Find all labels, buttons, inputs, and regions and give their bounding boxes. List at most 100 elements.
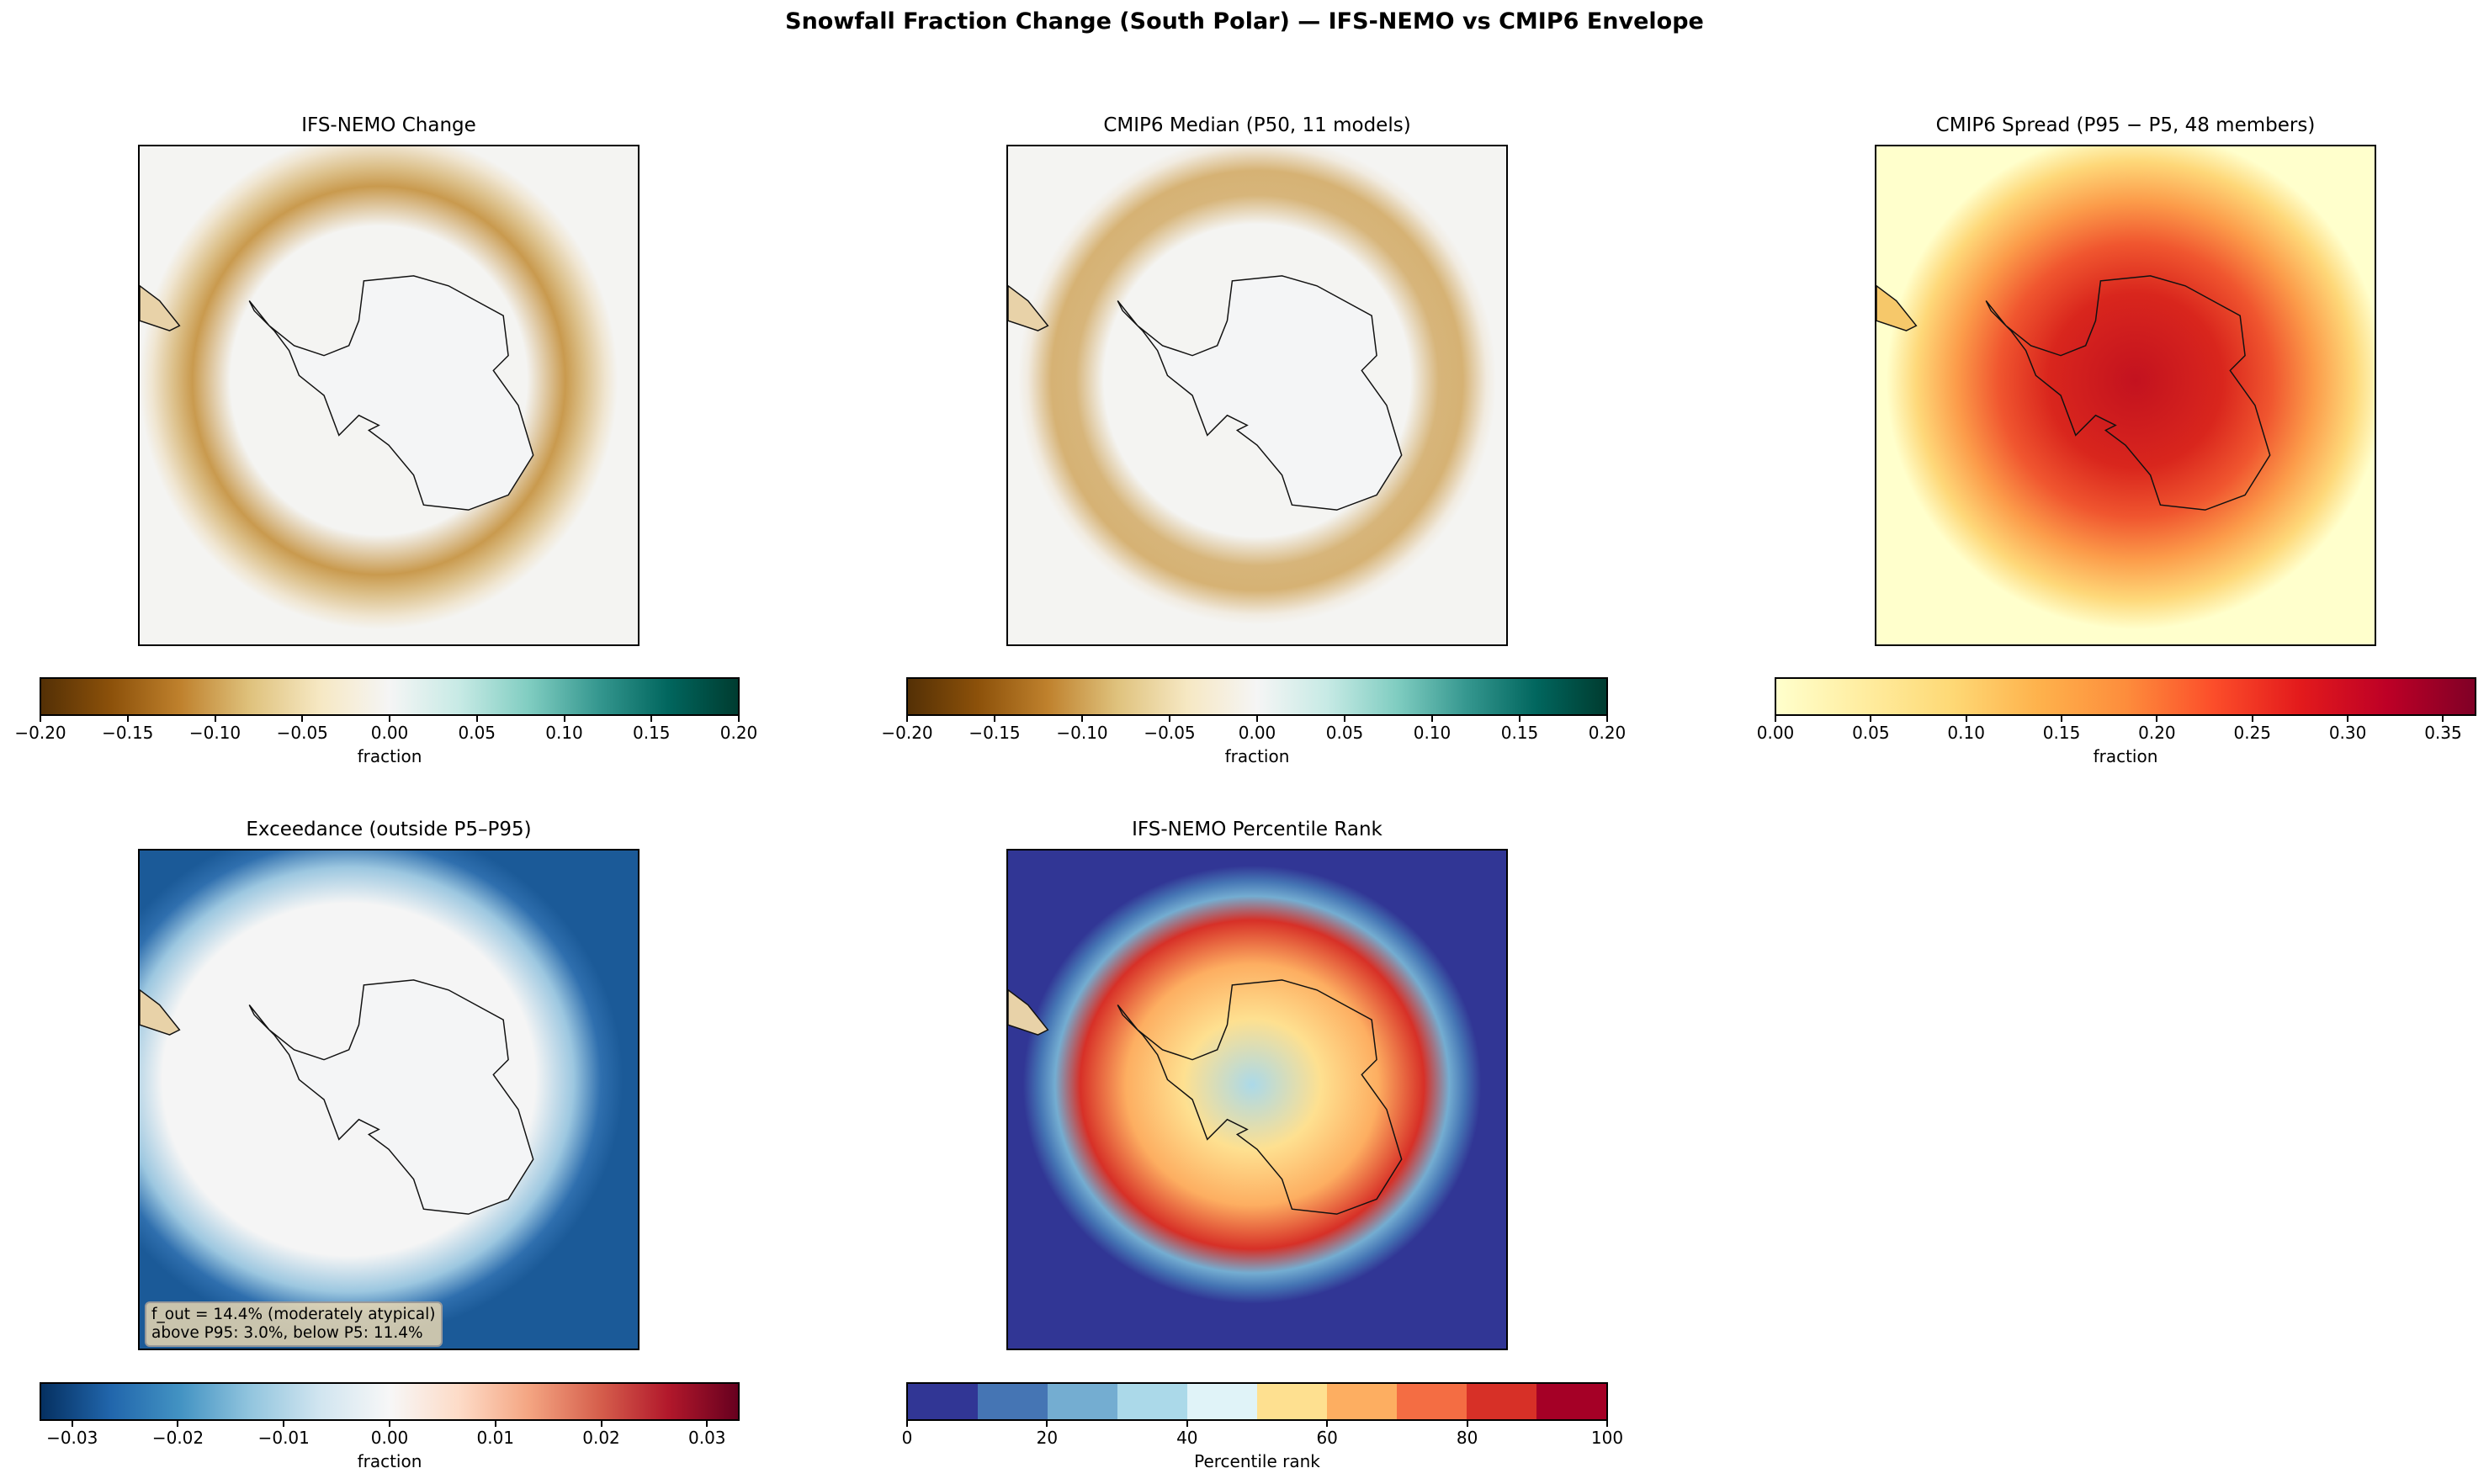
colorbar-tick-label: 0.25 xyxy=(2233,723,2272,743)
colorbar xyxy=(40,677,740,716)
colorbar-tick xyxy=(2061,714,2063,722)
colorbar-tick xyxy=(177,1419,179,1427)
colorbar-tick-label: 100 xyxy=(1590,1428,1624,1448)
coastline xyxy=(140,275,534,511)
map-panel xyxy=(1006,145,1508,646)
colorbar-tick xyxy=(1606,1419,1608,1427)
colorbar-tick-label: 0.15 xyxy=(632,723,671,743)
colorbar-tick-label: 0.02 xyxy=(582,1428,620,1448)
colorbar-tick-label: 0.20 xyxy=(719,723,758,743)
colorbar-tick xyxy=(650,714,653,722)
colorbar-tick xyxy=(706,1419,708,1427)
colorbar-tick-label: 0 xyxy=(901,1428,913,1448)
antarctica-outline xyxy=(1985,275,2271,511)
colorbar-tick-label: −0.02 xyxy=(151,1428,204,1448)
coastline xyxy=(1008,275,1403,511)
colorbar xyxy=(906,677,1608,716)
map-panel xyxy=(138,145,639,646)
colorbar-tick xyxy=(389,714,390,722)
colorbar-tick-label: −0.15 xyxy=(102,723,154,743)
colorbar-tick xyxy=(126,714,129,722)
coastline xyxy=(140,979,534,1215)
colorbar-tick xyxy=(71,1419,73,1427)
colorbar-tick-label: 0.00 xyxy=(1238,723,1276,743)
colorbar-label: fraction xyxy=(1224,746,1290,766)
antarctica-outline xyxy=(1117,979,1403,1215)
colorbar-tick-label: 60 xyxy=(1316,1428,1338,1448)
colorbar-tick-label: 0.10 xyxy=(1947,723,1985,743)
colorbar-tick-label: 0.03 xyxy=(688,1428,726,1448)
colorbar-tick-label: 0.10 xyxy=(545,723,583,743)
colorbar-tick-label: −0.20 xyxy=(881,723,933,743)
colorbar-tick-label: 0.20 xyxy=(1588,723,1627,743)
colorbar-label: fraction xyxy=(2093,746,2158,766)
colorbar-tick xyxy=(1081,714,1083,722)
colorbar-tick-label: 0.05 xyxy=(458,723,496,743)
colorbar-tick xyxy=(1606,714,1608,722)
colorbar-tick xyxy=(738,714,740,722)
colorbar-tick xyxy=(600,1419,602,1427)
colorbar-tick-label: 0.15 xyxy=(1500,723,1539,743)
colorbar-tick-label: −0.01 xyxy=(257,1428,310,1448)
colorbar-tick-label: 0.01 xyxy=(476,1428,515,1448)
panel-title: IFS-NEMO Change xyxy=(301,114,476,136)
colorbar-tick-label: −0.10 xyxy=(188,723,241,743)
annotation-line: f_out = 14.4% (moderately atypical) xyxy=(151,1306,436,1323)
colorbar-tick-label: −0.05 xyxy=(1144,723,1196,743)
colorbar-tick-label: 0.00 xyxy=(370,723,409,743)
colorbar-tick-label: 40 xyxy=(1176,1428,1198,1448)
colorbar-tick xyxy=(2156,714,2158,722)
antarctica-outline xyxy=(248,275,534,511)
south-america-outline xyxy=(1876,284,1918,331)
colorbar-tick xyxy=(301,714,304,722)
south-america-outline xyxy=(1008,284,1049,331)
colorbar-tick xyxy=(906,1419,908,1427)
colorbar-tick-label: −0.15 xyxy=(969,723,1021,743)
antarctica-outline xyxy=(1117,275,1403,511)
coastline xyxy=(1876,275,2271,511)
colorbar-tick xyxy=(1326,1419,1329,1427)
colorbar-label: Percentile rank xyxy=(1194,1451,1320,1471)
colorbar-tick xyxy=(1186,1419,1188,1427)
colorbar-tick-label: −0.10 xyxy=(1056,723,1108,743)
colorbar-tick-label: 0.20 xyxy=(2138,723,2176,743)
panel-title: Exceedance (outside P5–P95) xyxy=(246,819,532,840)
colorbar-tick xyxy=(563,714,565,722)
colorbar-tick-label: 0.00 xyxy=(370,1428,409,1448)
colorbar-tick xyxy=(1775,714,1776,722)
colorbar-tick-label: 80 xyxy=(1456,1428,1478,1448)
colorbar-tick xyxy=(2251,714,2253,722)
colorbar-tick xyxy=(1519,714,1520,722)
panel-title: IFS-NEMO Percentile Rank xyxy=(1132,819,1382,840)
colorbar-tick xyxy=(494,1419,496,1427)
map-panel xyxy=(1006,849,1508,1350)
colorbar-tick-label: 0.30 xyxy=(2328,723,2367,743)
colorbar-tick-label: −0.20 xyxy=(14,723,66,743)
colorbar-tick xyxy=(906,714,908,722)
colorbar xyxy=(906,1382,1608,1421)
colorbar xyxy=(1775,677,2476,716)
colorbar-label: fraction xyxy=(357,1451,422,1471)
antarctica-outline xyxy=(248,979,534,1215)
colorbar-tick xyxy=(1046,1419,1048,1427)
colorbar-tick xyxy=(2442,714,2444,722)
colorbar-tick xyxy=(214,714,216,722)
colorbar-tick-label: 0.15 xyxy=(2042,723,2081,743)
colorbar-tick xyxy=(994,714,995,722)
panel-title: CMIP6 Spread (P95 − P5, 48 members) xyxy=(1935,114,2316,136)
colorbar-tick-label: 0.05 xyxy=(1852,723,1890,743)
colorbar-tick xyxy=(283,1419,285,1427)
colorbar-tick xyxy=(389,1419,390,1427)
colorbar-tick xyxy=(1344,714,1345,722)
colorbar-tick-label: 0.05 xyxy=(1325,723,1364,743)
colorbar-tick-label: 20 xyxy=(1036,1428,1059,1448)
map-panel xyxy=(138,849,639,1350)
colorbar-tick-label: 0.35 xyxy=(2424,723,2462,743)
annotation-box: f_out = 14.4% (moderately atypical) above… xyxy=(145,1301,443,1347)
south-america-outline xyxy=(1008,988,1049,1036)
colorbar-tick xyxy=(40,714,41,722)
colorbar-tick xyxy=(1870,714,1872,722)
coastline xyxy=(1008,979,1403,1215)
south-america-outline xyxy=(140,284,181,331)
